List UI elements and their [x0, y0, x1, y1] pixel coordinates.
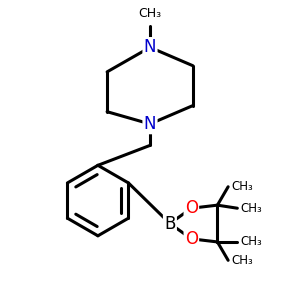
Text: B: B	[164, 214, 176, 232]
Text: O: O	[185, 199, 198, 217]
Text: CH₃: CH₃	[231, 180, 253, 193]
Text: O: O	[185, 230, 198, 248]
Text: CH₃: CH₃	[231, 254, 253, 267]
Text: CH₃: CH₃	[240, 236, 262, 248]
Text: N: N	[144, 38, 156, 56]
Text: N: N	[144, 115, 156, 133]
Text: CH₃: CH₃	[240, 202, 262, 215]
Text: CH₃: CH₃	[138, 7, 162, 20]
